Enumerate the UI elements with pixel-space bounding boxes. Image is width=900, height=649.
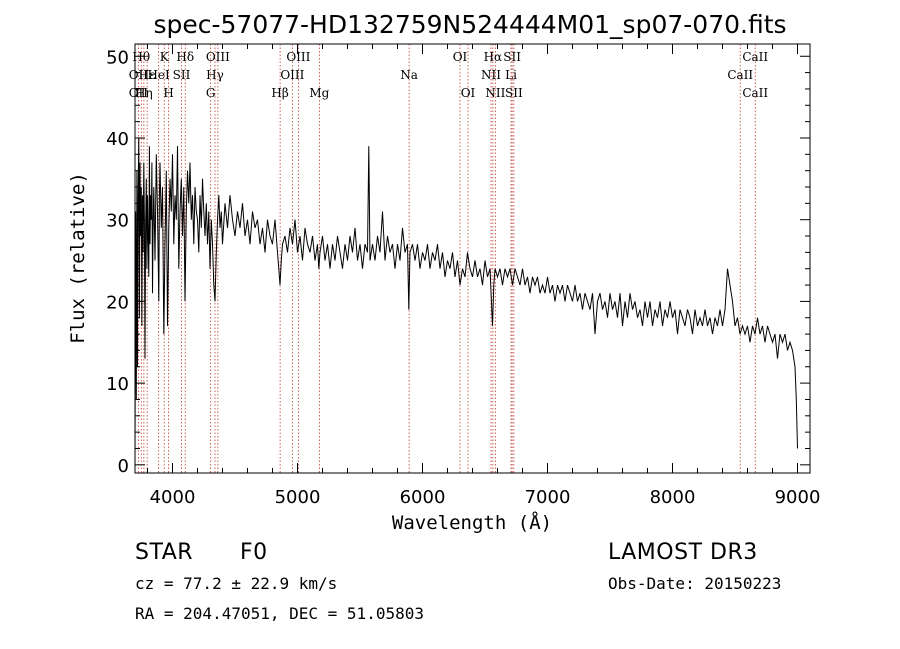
plot-frame — [134, 43, 811, 474]
y-tick-label: 30 — [106, 211, 129, 232]
spectral-line-label: SII — [505, 86, 523, 100]
spectral-line-label: Na — [400, 68, 418, 82]
y-tick-label: 10 — [106, 374, 129, 395]
y-tick-label: 20 — [106, 292, 129, 313]
spectral-line-label: OI — [453, 50, 468, 64]
spectral-line-label: Hγ — [206, 68, 224, 82]
spectral-line-label: CaII — [742, 86, 768, 100]
x-tick-label: 5000 — [275, 487, 321, 508]
spectral-line-label: H — [163, 86, 173, 100]
spectral-line-label: Hβ — [271, 86, 288, 100]
spectral-line-label: OIII — [286, 50, 310, 64]
spectral-line-label: Li — [505, 68, 517, 82]
x-tick-label: 8000 — [650, 487, 696, 508]
spectral-line-label: OII — [129, 86, 149, 100]
spectral-line-label: CaII — [742, 50, 768, 64]
x-axis-label: Wavelength (Å) — [392, 511, 552, 534]
spectral-line-label: Hδ — [176, 50, 194, 64]
coordinates-readout: RA = 204.47051, DEC = 51.05803 — [135, 604, 424, 623]
spectral-line-label: Hα — [484, 50, 503, 64]
spectral-line-label: K — [160, 50, 170, 64]
spectral-line-label: SII — [503, 50, 521, 64]
spectral-line-label: OIII — [280, 68, 304, 82]
spectral-line-label: Hθ — [132, 50, 150, 64]
x-tick-label: 9000 — [775, 487, 821, 508]
spectral-line-label: OIII — [206, 50, 230, 64]
chart-title: spec-57077-HD132759N524444M01_sp07-070.f… — [153, 10, 786, 39]
spectral-line-label: G — [206, 86, 216, 100]
y-axis-label: Flux (relative) — [67, 172, 89, 344]
y-axis-ticks: 0 10 20 30 40 50 — [106, 47, 810, 477]
spectrum-line — [134, 137, 798, 465]
spectral-line-label: NII — [481, 68, 501, 82]
x-tick-label: 6000 — [400, 487, 446, 508]
spectral-line-label: OII — [129, 68, 149, 82]
x-tick-label: 7000 — [525, 487, 571, 508]
x-axis-ticks: 4000 5000 6000 7000 8000 9000 — [147, 44, 821, 508]
spectral-line-label: SII — [173, 68, 191, 82]
spectral-line-label: Mg — [309, 86, 329, 100]
spectral-line-label: NII — [485, 86, 505, 100]
survey-name: LAMOST DR3 — [608, 540, 758, 565]
spectral-line-label: CaII — [727, 68, 753, 82]
y-tick-label: 50 — [106, 47, 129, 68]
spectral-line-label: HeI — [147, 68, 170, 82]
spectral-line-label: Hη — [135, 86, 153, 100]
object-subclass: F0 — [240, 540, 268, 565]
spectral-line-markers — [137, 44, 756, 473]
x-tick-label: 4000 — [150, 487, 196, 508]
y-tick-label: 0 — [118, 456, 129, 477]
spectral-line-label: Hε — [139, 68, 156, 82]
redshift-readout: cz = 77.2 ± 22.9 km/s — [135, 574, 338, 593]
y-tick-label: 40 — [106, 129, 129, 150]
object-class: STAR — [135, 540, 194, 565]
spectral-line-label: OI — [461, 86, 476, 100]
observation-date: Obs-Date: 20150223 — [608, 574, 782, 593]
